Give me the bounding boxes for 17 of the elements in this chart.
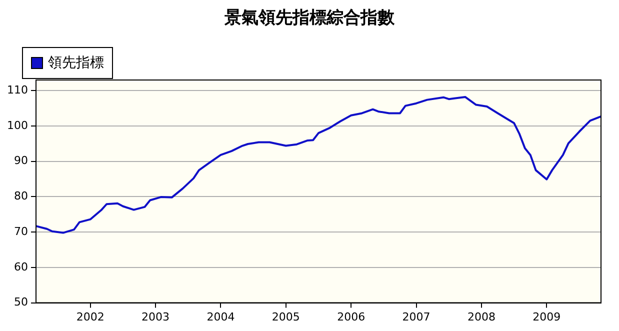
x-tick-label: 2003 [142, 310, 170, 324]
y-tick-label: 70 [14, 224, 28, 238]
y-tick-label: 90 [14, 154, 28, 168]
x-tick-label: 2004 [206, 310, 235, 324]
chart-title: 景氣領先指標綜合指數 [224, 7, 396, 29]
y-tick-label: 60 [14, 260, 28, 274]
y-tick-label: 110 [6, 83, 28, 96]
x-tick-label: 2006 [337, 310, 366, 324]
x-tick-label: 2008 [467, 310, 496, 324]
x-tick-label: 2002 [76, 310, 104, 324]
legend-label: 領先指標 [48, 54, 104, 72]
y-tick-label: 80 [14, 190, 28, 203]
x-tick-label: 2007 [402, 310, 430, 324]
x-tick-label: 2009 [532, 310, 561, 324]
y-tick-label: 100 [6, 118, 28, 132]
y-tick-label: 50 [14, 296, 28, 309]
x-tick-label: 2005 [272, 310, 300, 324]
